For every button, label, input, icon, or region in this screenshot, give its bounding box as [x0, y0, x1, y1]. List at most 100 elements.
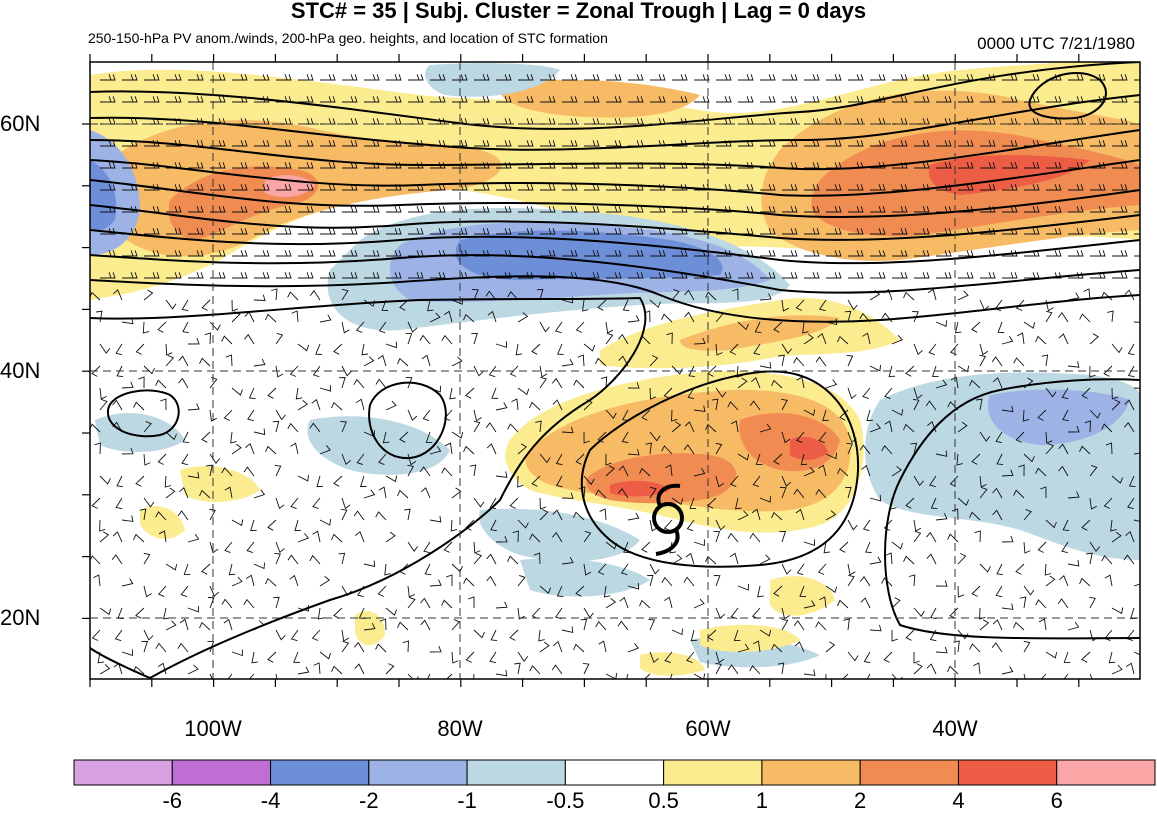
- wind-barb: [276, 184, 292, 191]
- wind-barb: [1046, 96, 1062, 103]
- wind-barb: [408, 96, 424, 103]
- wind-barb: [473, 673, 475, 679]
- wind-barb: [355, 398, 365, 411]
- wind-barb: [452, 206, 468, 213]
- wind-barb: [1134, 277, 1140, 279]
- wind-barb: [320, 250, 336, 257]
- wind-barb: [353, 510, 365, 521]
- wind-barb: [163, 607, 170, 620]
- wind-barb: [935, 513, 948, 521]
- wind-barb: [297, 474, 310, 482]
- wind-barb: [210, 96, 226, 103]
- wind-barb: [727, 664, 739, 675]
- colorbar-swatch: [270, 759, 370, 786]
- wind-barb: [936, 162, 952, 169]
- wind-barb: [628, 96, 644, 103]
- wind-barb: [555, 453, 563, 466]
- wind-barb: [1067, 621, 1080, 631]
- wind-barb: [121, 447, 134, 455]
- wind-barb: [870, 184, 886, 191]
- wind-barb: [997, 321, 1005, 333]
- wind-barb: [495, 669, 508, 677]
- wind-barb: [782, 250, 798, 257]
- wind-barb: [188, 206, 204, 213]
- wind-barb: [1090, 206, 1106, 213]
- colorbar-swatch: [368, 759, 468, 786]
- wind-barb: [552, 509, 563, 521]
- wind-barb: [826, 250, 842, 257]
- wind-barb: [495, 471, 508, 478]
- wind-barb: [135, 607, 145, 619]
- wind-barb: [757, 585, 764, 598]
- wind-barb: [672, 74, 688, 81]
- wind-barb: [936, 74, 952, 81]
- wind-barb: [760, 184, 776, 191]
- wind-barb: [386, 96, 402, 103]
- wind-barb: [408, 74, 424, 81]
- wind-barb: [796, 563, 805, 576]
- wind-barb: [276, 206, 292, 213]
- wind-barb: [804, 96, 820, 103]
- wind-barb: [420, 619, 431, 631]
- wind-barb: [377, 354, 387, 367]
- wind-barb: [1046, 250, 1062, 257]
- wind-barb: [891, 465, 902, 477]
- wind-barb: [210, 184, 226, 191]
- wind-barb: [869, 556, 882, 565]
- wind-barb: [225, 354, 233, 367]
- wind-barb: [166, 228, 182, 235]
- wind-barb: [1015, 563, 1025, 575]
- wind-barb: [298, 272, 314, 279]
- wind-barb: [936, 228, 952, 235]
- wind-barb: [1035, 599, 1047, 609]
- wind-barb: [465, 387, 475, 399]
- wind-barb: [539, 453, 551, 464]
- wind-barb: [1089, 409, 1101, 419]
- wind-barb: [443, 409, 453, 421]
- wind-barb: [231, 576, 243, 587]
- wind-barb: [848, 184, 864, 191]
- wind-barb: [715, 387, 727, 398]
- wind-barb: [996, 453, 1004, 466]
- wind-barb: [910, 442, 918, 455]
- wind-barb: [364, 272, 380, 279]
- wind-barb: [340, 420, 347, 433]
- wind-barb: [705, 291, 717, 301]
- wind-barb: [426, 673, 431, 679]
- wind-barb: [209, 541, 219, 554]
- wind-barb: [892, 96, 908, 103]
- wind-barb: [971, 321, 981, 333]
- pv-stc-max-west: [610, 480, 670, 497]
- wind-barb: [287, 554, 299, 565]
- wind-barb: [892, 74, 908, 81]
- wind-barb: [446, 574, 453, 586]
- height-contour: [90, 129, 1140, 171]
- wind-barb: [733, 629, 741, 641]
- wind-barb: [320, 140, 336, 147]
- wind-barb: [773, 585, 783, 597]
- wind-barb: [800, 453, 808, 466]
- wind-barb: [138, 376, 145, 389]
- wind-barb: [649, 299, 661, 309]
- wind-barb: [421, 354, 431, 367]
- pv-max-east: [928, 155, 1090, 195]
- wind-barb: [320, 184, 336, 191]
- wind-barb: [122, 74, 138, 81]
- wind-barb: [958, 250, 974, 257]
- wind-barb: [913, 652, 920, 664]
- lon-label-40w: 40W: [932, 716, 978, 741]
- wind-barb: [1062, 519, 1070, 532]
- wind-barb: [290, 629, 299, 642]
- wind-barb: [649, 563, 660, 575]
- wind-barb: [254, 228, 270, 235]
- wind-barb: [781, 607, 790, 620]
- wind-barb: [1089, 365, 1096, 378]
- wind-barb: [903, 555, 915, 565]
- wind-barb: [363, 356, 375, 367]
- wind-barb: [517, 574, 526, 587]
- wind-barb: [619, 596, 629, 609]
- wind-barb: [687, 387, 695, 400]
- wind-barb: [671, 497, 684, 506]
- wind-barb: [539, 365, 548, 378]
- wind-barb: [100, 162, 116, 169]
